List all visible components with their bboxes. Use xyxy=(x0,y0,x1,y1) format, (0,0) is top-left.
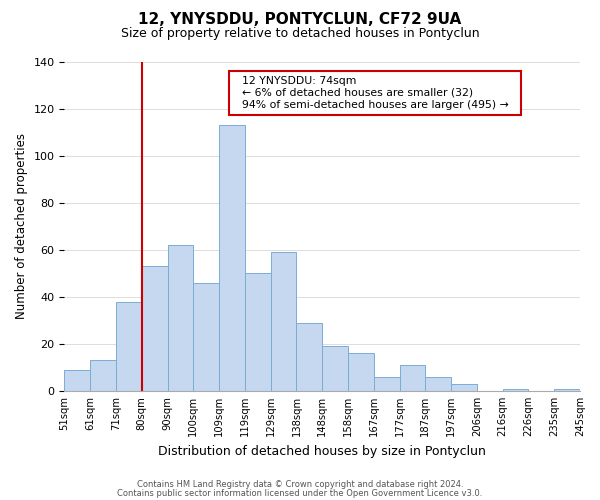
Text: Size of property relative to detached houses in Pontyclun: Size of property relative to detached ho… xyxy=(121,28,479,40)
Bar xyxy=(142,266,167,391)
Bar xyxy=(64,370,90,391)
Bar xyxy=(167,245,193,391)
Bar xyxy=(503,388,529,391)
Bar xyxy=(348,354,374,391)
Bar xyxy=(296,322,322,391)
Text: 12 YNYSDDU: 74sqm
  ← 6% of detached houses are smaller (32)
  94% of semi-detac: 12 YNYSDDU: 74sqm ← 6% of detached house… xyxy=(235,76,515,110)
Bar xyxy=(90,360,116,391)
Bar xyxy=(400,365,425,391)
Bar xyxy=(193,282,219,391)
Bar xyxy=(554,388,580,391)
Bar xyxy=(245,274,271,391)
Bar xyxy=(451,384,477,391)
Bar xyxy=(219,125,245,391)
Bar xyxy=(271,252,296,391)
Text: Contains HM Land Registry data © Crown copyright and database right 2024.: Contains HM Land Registry data © Crown c… xyxy=(137,480,463,489)
Text: 12, YNYSDDU, PONTYCLUN, CF72 9UA: 12, YNYSDDU, PONTYCLUN, CF72 9UA xyxy=(139,12,461,28)
Bar xyxy=(116,302,142,391)
X-axis label: Distribution of detached houses by size in Pontyclun: Distribution of detached houses by size … xyxy=(158,444,486,458)
Bar xyxy=(374,377,400,391)
Bar xyxy=(425,377,451,391)
Y-axis label: Number of detached properties: Number of detached properties xyxy=(15,133,28,319)
Bar xyxy=(322,346,348,391)
Text: Contains public sector information licensed under the Open Government Licence v3: Contains public sector information licen… xyxy=(118,489,482,498)
